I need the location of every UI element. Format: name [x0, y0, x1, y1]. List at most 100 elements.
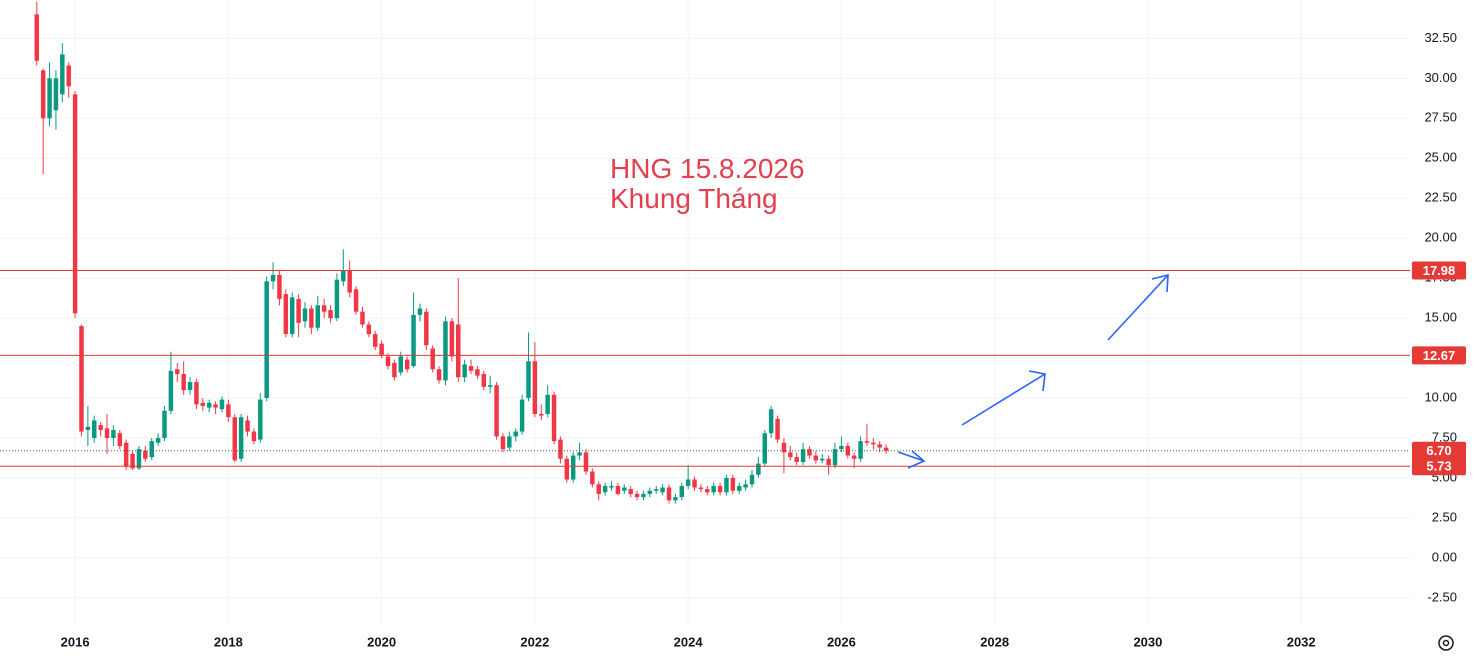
candle-body: [398, 356, 404, 373]
candles: [0, 1, 1410, 504]
candle-body: [673, 497, 678, 501]
candle-body: [117, 433, 123, 446]
arrow-head: [1028, 370, 1046, 392]
candle-body: [360, 311, 365, 325]
candle-body: [864, 441, 870, 443]
candle-body: [334, 279, 340, 319]
settings-icon[interactable]: [1438, 635, 1454, 651]
candle-body: [768, 409, 774, 434]
candle-body: [609, 485, 614, 488]
candle-body: [845, 445, 851, 456]
level-box: [1412, 457, 1466, 476]
y-tick-label: 7.50: [1432, 429, 1457, 444]
candle-body: [449, 321, 455, 357]
x-tick-label: 2024: [674, 634, 704, 649]
candle-body: [641, 493, 646, 498]
candle-body: [238, 417, 244, 459]
y-tick-label: 10.00: [1424, 389, 1457, 404]
y-tick-label: 32.50: [1424, 30, 1457, 45]
candle-body: [130, 453, 135, 469]
candle-body: [430, 348, 435, 370]
candle-body: [462, 364, 467, 378]
candle-body: [500, 436, 506, 450]
arrow: [897, 451, 925, 462]
candle-body: [251, 431, 257, 442]
candle-body: [162, 410, 167, 438]
candle-body: [813, 455, 819, 461]
candle-body: [40, 70, 46, 119]
arrow: [1107, 274, 1169, 341]
candle-body: [47, 78, 52, 119]
candle-body: [877, 444, 882, 448]
candle-body: [532, 361, 538, 415]
candle-body: [168, 370, 174, 411]
axes: -2.500.002.505.007.5010.0012.5015.0017.5…: [61, 30, 1466, 649]
candle-body: [155, 437, 161, 443]
candle-body: [832, 449, 838, 466]
candle-body: [277, 274, 282, 299]
candle-body: [258, 399, 263, 440]
candle-body: [436, 369, 442, 381]
candle-body: [353, 289, 359, 312]
candle-body: [181, 374, 186, 391]
candle-body: [622, 487, 627, 491]
candle-body: [104, 428, 110, 438]
candle-body: [743, 484, 748, 488]
gear[interactable]: [1438, 635, 1454, 651]
candle-body: [647, 490, 653, 494]
candle-body: [494, 385, 499, 437]
candle-body: [443, 321, 448, 381]
candle-body: [756, 463, 761, 475]
candle-body: [781, 442, 787, 453]
level-label: 17.98: [1423, 263, 1456, 278]
candle-body: [685, 479, 691, 486]
candle-body: [660, 487, 665, 493]
candle-body: [245, 420, 250, 432]
candle-body: [858, 441, 863, 459]
candle-body: [539, 414, 544, 416]
candle-body: [385, 356, 391, 367]
candle-body: [551, 394, 557, 442]
candle-body: [692, 479, 697, 488]
candle-body: [72, 94, 78, 314]
candle-body: [583, 452, 589, 472]
candle-body: [98, 425, 103, 430]
candle-body: [475, 369, 480, 376]
candle-body: [570, 455, 576, 480]
candle-body: [564, 458, 570, 480]
candle-body: [232, 417, 237, 461]
candle-body: [289, 297, 295, 335]
candle-body: [456, 324, 461, 378]
candle-body: [634, 493, 640, 498]
candle-body: [136, 449, 142, 469]
candle-body: [481, 374, 487, 387]
arrow-head: [907, 450, 926, 469]
candle-body: [213, 404, 218, 408]
x-tick-label: 2030: [1133, 634, 1162, 649]
candle-body: [111, 429, 116, 438]
candle-body: [519, 399, 525, 432]
candle-body: [226, 404, 231, 418]
candle-body: [705, 489, 710, 493]
candle-body: [309, 308, 314, 328]
level-label: 5.73: [1426, 459, 1451, 474]
candle-body: [526, 361, 531, 399]
candle-body: [724, 477, 729, 493]
candle-body: [615, 485, 621, 494]
y-tick-label: 0.00: [1432, 549, 1457, 564]
candle-body: [85, 426, 91, 430]
gear-center[interactable]: [1442, 639, 1450, 647]
candle-body: [315, 305, 320, 328]
candle-body: [826, 458, 831, 466]
candle-body: [883, 447, 889, 451]
candle-body: [558, 439, 563, 459]
candle-body: [66, 65, 71, 87]
candle-body: [602, 485, 608, 493]
x-tick-label: 2016: [61, 634, 90, 649]
x-tick-label: 2018: [214, 634, 243, 649]
x-tick-label: 2032: [1287, 634, 1316, 649]
grid: [0, 0, 1410, 625]
last-price-label: 6.70: [1426, 443, 1451, 458]
candle-body: [417, 308, 423, 315]
